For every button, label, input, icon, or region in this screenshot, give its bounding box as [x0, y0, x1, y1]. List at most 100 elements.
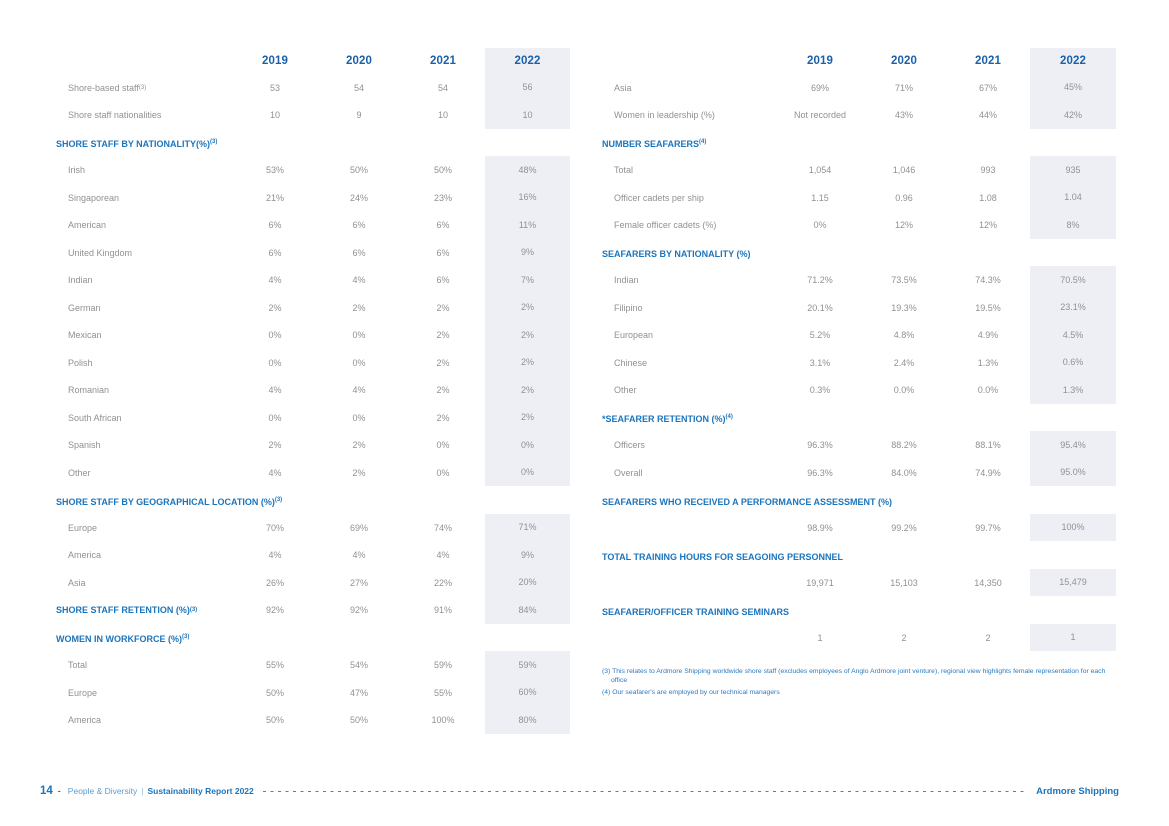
page-number-dash: - [57, 786, 61, 796]
value-cell: 8% [1030, 211, 1116, 240]
value-cell: 84% [485, 596, 570, 625]
row-label: Singaporean [68, 192, 120, 203]
value-cell: 54% [349, 660, 368, 671]
table-row: Indian 4% 4% 6% 7% [56, 266, 570, 295]
row-label: Romanian [68, 385, 110, 396]
value-cell: 56 [485, 73, 570, 102]
value-cell: 50% [265, 715, 284, 726]
value-cell: 935 [1030, 156, 1116, 185]
value-cell: 67% [978, 82, 997, 93]
value-cell: 2% [268, 302, 282, 313]
value-cell: 1,054 [808, 165, 832, 176]
value-cell: 2% [268, 440, 282, 451]
value-cell: 74.9% [975, 467, 1001, 478]
value-cell: 70.5% [1030, 266, 1116, 295]
seafarers-table: 2019 2020 2021 2022 Asia 69% 71% 67% 45% Women in… [602, 47, 1117, 652]
value-cell: 2.4% [893, 357, 915, 368]
row-label: American [68, 220, 107, 231]
table-row: Polish 0% 0% 2% 2% [56, 348, 570, 377]
row-label: Shore staff nationalities [68, 110, 162, 121]
value-cell: 71% [485, 513, 570, 542]
row-label: South African [68, 412, 122, 423]
value-cell: 84.0% [891, 467, 917, 478]
year-header-spacer [602, 48, 778, 74]
row-label: Irish [68, 165, 86, 176]
row-label: Europe [68, 687, 98, 698]
value-cell: 23% [433, 192, 452, 203]
section-header-label: SHORE STAFF BY NATIONALITY(%)(3) [56, 139, 218, 149]
value-cell: 0.0% [977, 385, 999, 396]
value-cell: 1.04 [1030, 183, 1116, 212]
value-cell: 20.1% [807, 302, 833, 313]
section-header-row: SEAFARER/OFFICER TRAINING SEMINARS [602, 597, 1117, 625]
value-cell: 2 [901, 632, 907, 643]
row-label: European [614, 330, 654, 341]
section-header-label: NUMBER SEAFARERS(4) [602, 139, 707, 149]
section-header-row: TOTAL TRAINING HOURS FOR SEAGOING PERSON… [602, 542, 1117, 570]
section-header-row: *SEAFARER RETENTION (%)(4) [602, 404, 1117, 432]
table-row: Women in leadership (%) Not recorded 43% 44… [602, 101, 1117, 130]
value-cell: 92% [265, 605, 284, 616]
row-label: Indian [68, 275, 93, 286]
table-row: Officers 96.3% 88.2% 88.1% 95.4% [602, 431, 1117, 460]
value-cell: 0% [352, 330, 366, 341]
value-cell: 1.15 [811, 192, 829, 203]
table-row: Shore staff nationalities 10 9 10 10 [56, 101, 570, 130]
section-data-row: SHORE STAFF RETENTION (%) (3) 92% 92% 91% 84% [56, 596, 570, 625]
value-cell: 2% [352, 302, 366, 313]
value-cell: 20% [485, 568, 570, 597]
row-label: Shore-based staff (3) [68, 82, 147, 93]
value-cell: 4.9% [977, 330, 999, 341]
value-cell: 7% [485, 266, 570, 295]
value-cell: 0% [813, 220, 827, 231]
value-cell: 4% [352, 550, 366, 561]
footnote-4: (4) Our seafarer's are employed by our t… [602, 689, 780, 696]
value-cell: 6% [268, 220, 282, 231]
page-footer: 14 - People & Diversity | Sustainability… [40, 784, 1119, 798]
year-header-row: 2019 2020 2021 2022 [602, 47, 1117, 75]
value-cell: 80% [485, 706, 570, 735]
value-cell: 92% [349, 605, 368, 616]
value-cell: 4% [268, 467, 282, 478]
breadcrumb-report-title: Sustainability Report 2022 [147, 786, 254, 796]
value-cell: 2% [436, 302, 450, 313]
table-row: Officer cadets per ship 1.15 0.96 1.08 1.04 [602, 183, 1117, 212]
value-cell: 59% [485, 651, 570, 680]
table-row: Singaporean 21% 24% 23% 16% [56, 183, 570, 212]
value-cell: 9 [356, 110, 362, 121]
value-cell: 74% [433, 522, 452, 533]
table-row: Indian 71.2% 73.5% 74.3% 70.5% [602, 266, 1117, 295]
value-cell: 100% [431, 715, 455, 726]
value-cell: 1 [817, 632, 823, 643]
row-label: Officers [614, 440, 645, 451]
section-header-label: *SEAFARER RETENTION (%)(4) [602, 414, 733, 424]
value-cell: 0% [485, 458, 570, 487]
value-cell: 10 [437, 110, 448, 121]
value-cell: 0% [268, 330, 282, 341]
value-cell: 19,971 [806, 577, 834, 588]
footnote-ref: (3) [274, 496, 283, 503]
table-row: Total 1,054 1,046 993 935 [602, 156, 1117, 185]
value-cell: 2% [485, 348, 570, 377]
row-label [602, 569, 778, 597]
value-cell: 6% [436, 275, 450, 286]
shore-staff-table: 2019 2020 2021 2022 Shore-based staff (3) 53 54… [56, 47, 570, 735]
value-cell: 993 [980, 165, 996, 176]
value-cell: 11% [485, 211, 570, 240]
value-cell: 73.5% [891, 275, 917, 286]
year-header: 2019 [262, 55, 288, 67]
table-row: America 50% 50% 100% 80% [56, 706, 570, 735]
row-label: Chinese [614, 357, 648, 368]
row-label: Polish [68, 357, 93, 368]
row-label: SHORE STAFF RETENTION (%) (3) [56, 605, 198, 616]
value-cell: 0% [436, 440, 450, 451]
row-label: Indian [614, 275, 639, 286]
value-cell: 95.0% [1030, 458, 1116, 487]
value-cell: 99.2% [891, 522, 917, 533]
table-row: South African 0% 0% 2% 2% [56, 403, 570, 432]
section-header-label: SEAFARERS WHO RECEIVED A PERFORMANCE ASS… [602, 496, 893, 507]
value-cell: 10 [269, 110, 280, 121]
value-cell: 15,103 [890, 577, 918, 588]
value-cell: 44% [978, 110, 997, 121]
